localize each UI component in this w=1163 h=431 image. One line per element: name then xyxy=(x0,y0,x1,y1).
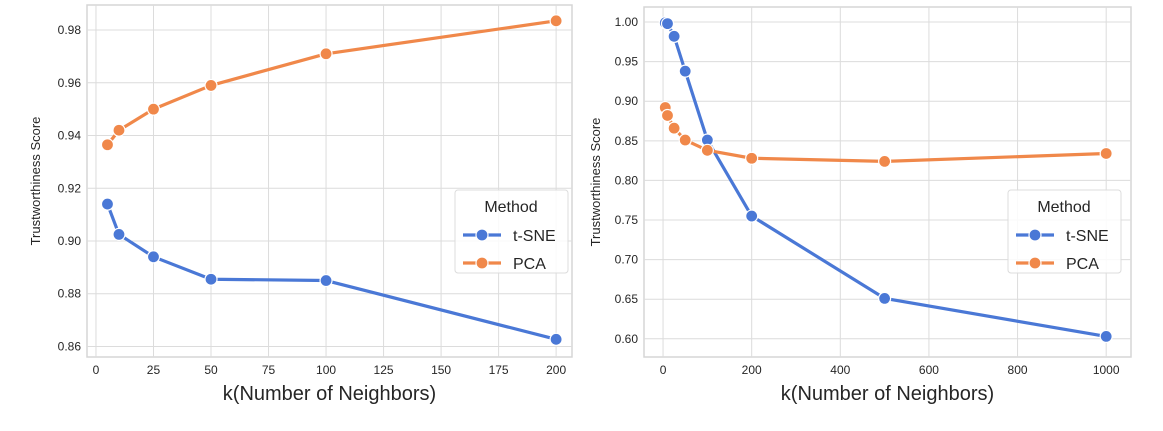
x-axis-label: k(Number of Neighbors) xyxy=(781,383,994,405)
y-tick-label: 0.90 xyxy=(615,94,639,108)
y-axis-label: Trustworthiness Score xyxy=(588,118,603,247)
legend-marker xyxy=(475,228,489,242)
data-point xyxy=(204,272,218,286)
x-tick-label: 200 xyxy=(742,363,762,377)
legend-label: PCA xyxy=(1066,256,1099,273)
series-pca xyxy=(100,14,563,152)
x-tick-label: 75 xyxy=(262,363,276,377)
data-point xyxy=(319,47,333,61)
data-point xyxy=(1099,329,1113,344)
data-point xyxy=(745,151,759,165)
legend-title: Method xyxy=(1037,199,1090,216)
legend-box xyxy=(454,189,569,274)
legend-label: PCA xyxy=(513,256,546,273)
chart-1: 0 25 50 75 100 125 150 175 200 0.86 0.88 0.90 0.92 0.… xyxy=(28,4,573,405)
y-tick-label: 0.94 xyxy=(58,129,82,143)
y-tick-label: 0.86 xyxy=(58,339,82,353)
data-point xyxy=(667,29,681,43)
legend: Method t-SNE PCA xyxy=(454,189,569,274)
data-point xyxy=(745,209,759,223)
data-point xyxy=(1099,146,1113,161)
legend-label: t-SNE xyxy=(1066,228,1109,245)
x-tick-label: 200 xyxy=(546,363,566,377)
x-tick-label: 125 xyxy=(374,363,394,377)
y-tick-label: 0.75 xyxy=(615,213,639,227)
y-tick-label: 0.60 xyxy=(615,332,639,346)
y-tick-label: 0.95 xyxy=(615,55,639,69)
x-tick-label: 50 xyxy=(204,363,218,377)
x-tick-label: 800 xyxy=(1008,363,1028,377)
data-point xyxy=(204,78,218,93)
x-tick-label: 100 xyxy=(316,363,336,377)
data-point xyxy=(660,108,675,123)
y-tick-label: 1.00 xyxy=(615,15,639,29)
data-point xyxy=(660,17,675,31)
data-point xyxy=(112,227,126,241)
data-point xyxy=(146,102,161,116)
x-tick-label: 175 xyxy=(489,363,509,377)
x-tick-label: 0 xyxy=(93,363,100,377)
series-tsne xyxy=(100,197,563,346)
x-axis-label: k(Number of Neighbors) xyxy=(223,383,436,405)
series-tsne xyxy=(658,16,1113,344)
y-tick-label: 0.98 xyxy=(58,23,82,37)
plot-area xyxy=(643,6,1132,358)
data-point xyxy=(678,64,692,78)
y-axis-label: Trustworthiness Score xyxy=(28,117,43,246)
x-tick-label: 600 xyxy=(919,363,939,377)
data-point xyxy=(112,123,126,137)
legend: Method t-SNE PCA xyxy=(1007,189,1122,274)
data-point xyxy=(319,273,333,288)
data-point xyxy=(878,291,892,306)
y-tick-label: 0.92 xyxy=(58,181,82,195)
data-point xyxy=(549,332,563,346)
x-tick-label: 25 xyxy=(147,363,161,377)
plot-area xyxy=(86,4,573,358)
data-point xyxy=(100,138,115,152)
legend-label: t-SNE xyxy=(513,228,556,245)
data-point xyxy=(878,154,892,169)
series-pca xyxy=(658,100,1113,169)
x-tick-label: 150 xyxy=(431,363,451,377)
y-tick-label: 0.70 xyxy=(615,253,639,267)
y-tick-label: 0.90 xyxy=(58,234,82,248)
data-point xyxy=(667,121,681,135)
chart-2: 0 200 400 600 800 1000 0.60 0.65 0.70 0.75 0.80 0.8… xyxy=(588,6,1132,405)
y-tick-label: 0.80 xyxy=(615,173,639,187)
legend-marker xyxy=(1028,256,1042,270)
data-point xyxy=(100,197,115,211)
legend-title: Method xyxy=(484,199,537,216)
x-tick-label: 0 xyxy=(660,363,667,377)
legend-marker xyxy=(1028,228,1042,242)
y-tick-label: 0.85 xyxy=(615,134,639,148)
data-point xyxy=(700,143,714,157)
x-tick-label: 400 xyxy=(830,363,850,377)
data-point xyxy=(678,133,692,147)
y-tick-label: 0.88 xyxy=(58,287,82,301)
y-tick-label: 0.65 xyxy=(615,292,639,306)
legend-marker xyxy=(475,256,489,270)
y-tick-label: 0.96 xyxy=(58,76,82,90)
legend-box xyxy=(1007,189,1122,274)
data-point xyxy=(549,14,563,28)
data-point xyxy=(146,250,161,264)
x-tick-label: 1000 xyxy=(1093,363,1120,377)
